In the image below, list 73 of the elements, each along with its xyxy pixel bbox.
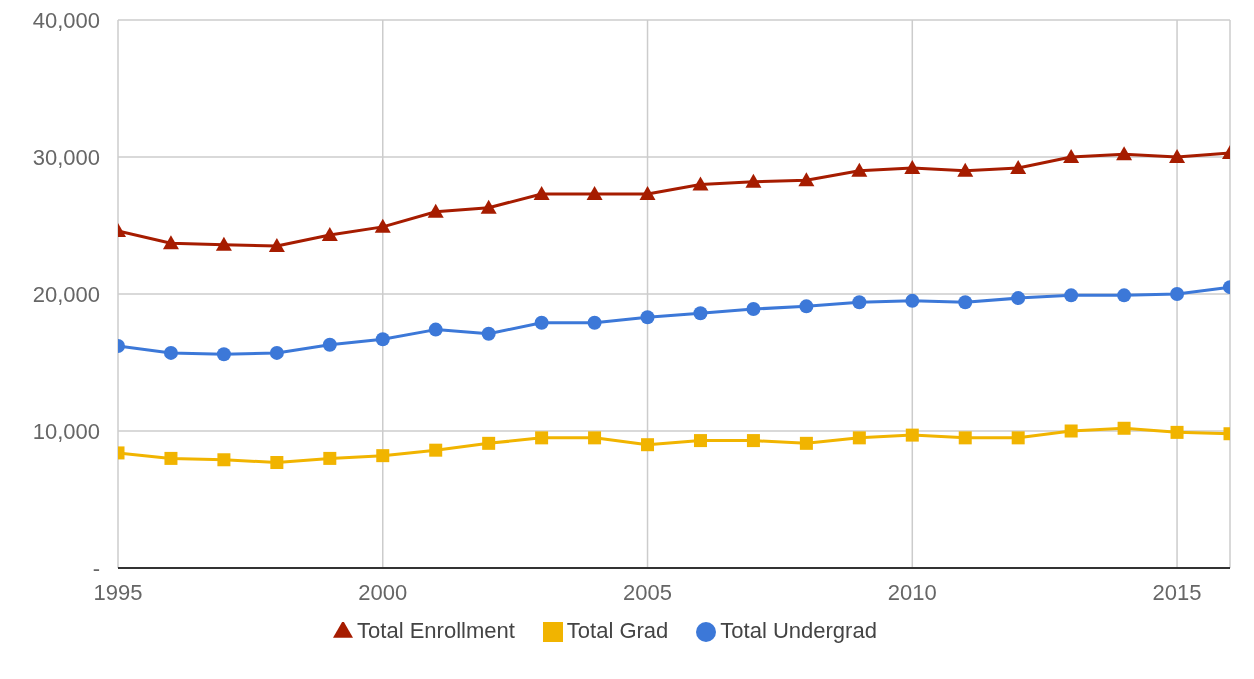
point [1117, 288, 1132, 303]
x-tick-label: 2005 [623, 579, 672, 605]
point [270, 456, 284, 470]
point [958, 295, 973, 310]
point [799, 436, 813, 450]
point [427, 203, 444, 218]
point [746, 302, 761, 317]
point [1063, 149, 1080, 163]
legend-label: Total Enrollment [357, 618, 515, 643]
point [374, 218, 391, 233]
point [692, 176, 709, 191]
point [1011, 431, 1025, 445]
point [799, 299, 814, 314]
point [1064, 424, 1078, 438]
x-tick-label: 2000 [358, 579, 408, 605]
point [1169, 149, 1186, 163]
point [376, 449, 390, 463]
point [746, 434, 760, 448]
point [905, 428, 919, 442]
x-tick-label: 2015 [1152, 579, 1202, 605]
x-tick-label: 2010 [887, 579, 937, 605]
point [162, 235, 179, 250]
point [375, 332, 390, 347]
point [693, 434, 707, 448]
y-tick-label: - [92, 555, 100, 581]
point [1064, 288, 1079, 303]
point [1010, 159, 1027, 174]
point [640, 310, 655, 325]
point [798, 172, 815, 187]
point [428, 322, 443, 337]
point [217, 453, 231, 467]
legend-label: Total Undergrad [720, 618, 877, 643]
y-tick-label: 10,000 [32, 418, 100, 444]
point [957, 162, 974, 177]
point [958, 431, 972, 445]
point [586, 185, 603, 200]
point [163, 345, 178, 360]
y-tick-label: 40,000 [32, 7, 100, 33]
point [641, 438, 655, 452]
point [1170, 287, 1185, 301]
point [321, 227, 338, 242]
point [268, 238, 285, 253]
point [1011, 291, 1026, 306]
point [693, 306, 708, 321]
point [587, 315, 602, 330]
point [215, 236, 232, 251]
point [852, 431, 866, 445]
point [745, 173, 762, 188]
point [639, 185, 656, 200]
point [482, 436, 496, 450]
point [535, 431, 549, 445]
point [323, 451, 337, 465]
point [322, 337, 337, 352]
point [905, 293, 920, 308]
point [1170, 425, 1184, 439]
y-tick-label: 30,000 [32, 144, 100, 170]
point [429, 443, 443, 457]
point [904, 159, 921, 174]
point [164, 451, 178, 465]
point [534, 315, 549, 330]
point [1117, 421, 1131, 435]
point [533, 185, 550, 200]
y-tick-label: 20,000 [32, 281, 100, 307]
x-tick-label: 1995 [93, 579, 143, 605]
legend-label: Total Grad [566, 618, 669, 643]
point [588, 431, 602, 445]
point [216, 347, 231, 362]
point [1116, 146, 1133, 161]
point [480, 199, 497, 214]
point [852, 295, 867, 310]
point [851, 162, 868, 177]
point [269, 345, 284, 360]
point [481, 326, 496, 341]
